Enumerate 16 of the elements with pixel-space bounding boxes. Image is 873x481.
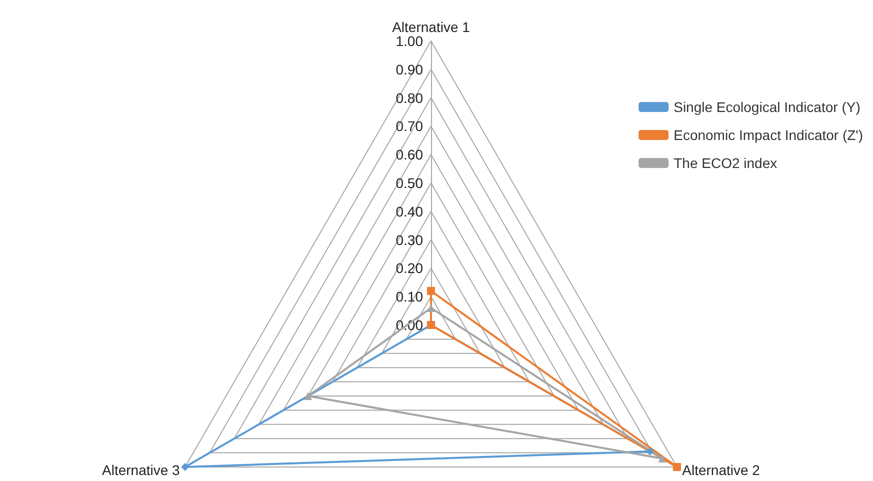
- y-tick-label: 0.70: [396, 118, 424, 134]
- y-tick-label: 0.10: [396, 288, 424, 305]
- spoke-label: Alternative 3: [102, 462, 180, 478]
- spoke-label: Alternative 1: [392, 19, 470, 36]
- y-tick-label: 0.90: [396, 61, 424, 78]
- y-tick-label: 0.30: [396, 232, 424, 248]
- legend-label: Economic Impact Indicator (Z'): [674, 127, 864, 143]
- legend-label: The ECO2 index: [674, 155, 778, 171]
- y-tick-label: 0.20: [396, 260, 424, 276]
- y-tick-label: 0.40: [396, 203, 424, 220]
- y-tick-label: 0.60: [396, 146, 424, 163]
- legend-label: Single Ecological Indicator (Y): [674, 99, 860, 115]
- y-tick-label: 0.50: [396, 175, 424, 191]
- y-tick-label: 0.80: [396, 90, 424, 106]
- y-tick-label: 1.00: [396, 33, 424, 49]
- spoke-label: Alternative 2: [682, 462, 760, 478]
